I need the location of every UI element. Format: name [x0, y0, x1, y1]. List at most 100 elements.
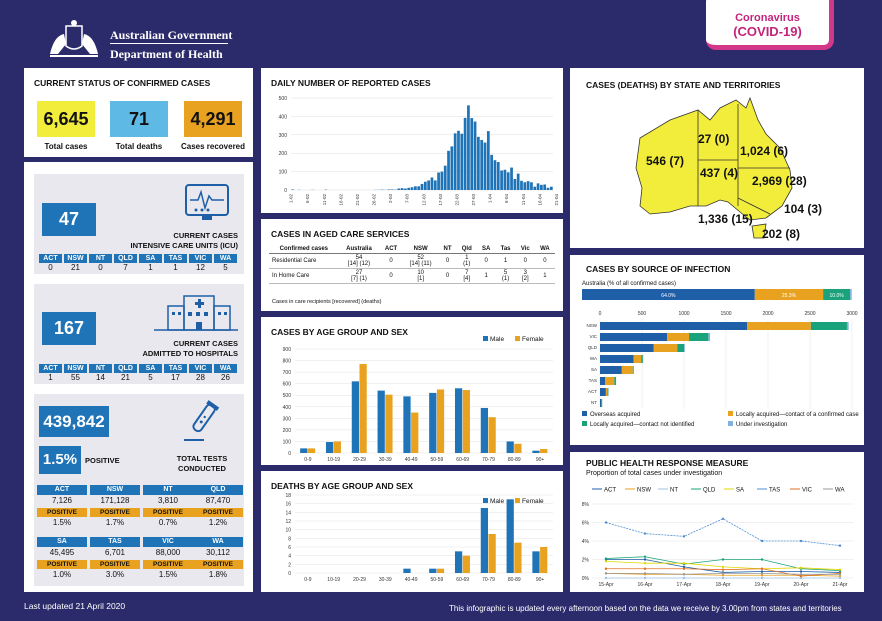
y-tick-label: ACT — [588, 389, 597, 394]
test-state-cell: QLD 87,470 POSITIVE 1.2% — [193, 485, 243, 528]
x-tick-label: 15-Apr — [598, 582, 613, 588]
x-tick-label: 50-59 — [431, 577, 444, 583]
y-tick-label: VIC — [589, 334, 597, 339]
daily-bar — [437, 172, 440, 190]
series-point — [604, 567, 608, 570]
aged-cell: 0 — [543, 258, 547, 264]
hospital-state: VIC — [189, 364, 212, 373]
positive-tag: POSITIVE — [90, 508, 140, 517]
series-point — [799, 574, 803, 578]
status-title: CURRENT STATUS OF CONFIRMED CASES — [34, 78, 211, 88]
total-deaths-value: 71 — [128, 109, 150, 129]
test-state-count: 88,000 — [155, 548, 181, 557]
series-point — [799, 539, 803, 543]
legend-label: SA — [736, 488, 744, 494]
daily-cases-panel: DAILY NUMBER OF REPORTED CASES 0 100 200 30… — [261, 68, 563, 213]
source-bar — [621, 366, 633, 374]
age-bar-female — [488, 534, 496, 573]
series-point — [721, 576, 725, 580]
daily-bar — [543, 184, 547, 190]
y-tick-label: 600 — [283, 382, 292, 388]
legend-item: Locally acquired—contact of a confirmed … — [728, 411, 859, 418]
legend-label: Overseas acquired — [590, 412, 641, 418]
aged-header: WA — [534, 245, 555, 254]
aged-cell: 1 (1) — [463, 255, 471, 267]
positive-tag: POSITIVE — [37, 508, 87, 517]
series-point — [760, 539, 764, 543]
x-tick-label: 1-04 — [488, 194, 493, 204]
x-tick-label: 0 — [599, 311, 602, 317]
daily-bar — [473, 121, 477, 190]
gov-line-1: Australian Government — [110, 28, 233, 42]
aged-header: Vic — [515, 245, 535, 254]
footer-note: This infographic is updated every aftern… — [449, 604, 842, 613]
map-label-sa: 437 (4) — [700, 166, 739, 180]
age-bar-male — [532, 450, 540, 453]
icu-state-value: 12 — [196, 263, 205, 272]
legend-item: Locally acquired—contact not identified — [582, 421, 694, 428]
monitor-icon — [184, 182, 230, 224]
total-cases-value: 6,645 — [43, 109, 89, 129]
icu-state-value: 0 — [48, 263, 53, 272]
aged-header: Tas — [495, 245, 516, 254]
x-tick-label: 21-Apr — [832, 582, 847, 588]
series-point — [682, 573, 686, 576]
test-state-name: NT — [143, 485, 193, 495]
test-state-pct: 1.7% — [105, 518, 125, 527]
daily-cases-chart: 0 100 200 300 400 500 1-02 6-02 11-02 16-02 21-02 2… — [279, 96, 559, 206]
map-label-wa: 546 (7) — [646, 154, 685, 168]
daily-bar — [427, 180, 430, 190]
test-tube-icon — [182, 400, 222, 442]
aged-cell: 0 — [445, 273, 450, 279]
y-tick-label: 500 — [283, 393, 292, 399]
daily-bar — [433, 180, 437, 190]
positive-tag: POSITIVE — [193, 508, 243, 517]
age-bar-male — [403, 396, 411, 453]
x-tick-label: 1000 — [678, 311, 689, 317]
test-state-cell: ACT 7,126 POSITIVE 1.5% — [37, 485, 87, 528]
x-tick-label: 11-04 — [521, 194, 526, 206]
deaths-age-title: DEATHS BY AGE GROUP AND SEX — [271, 481, 414, 491]
y-tick-label: 700 — [283, 370, 292, 376]
age-bar-male — [377, 390, 385, 453]
australia-map — [635, 96, 793, 239]
source-bar — [684, 344, 685, 352]
icu-state: VIC — [189, 254, 212, 263]
tests-label-1: TOTAL TESTS — [176, 454, 228, 463]
test-state-count: 45,495 — [49, 548, 75, 557]
x-tick-label: 2500 — [804, 311, 815, 317]
series-point — [799, 576, 803, 580]
map-label-nt: 27 (0) — [698, 132, 730, 146]
y-tick-label: 900 — [283, 347, 292, 353]
y-tick-label: 18 — [285, 493, 291, 499]
test-state-name: QLD — [193, 485, 243, 495]
positive-pct-box: 1.5% — [39, 446, 81, 474]
test-state-count: 3,810 — [157, 496, 179, 505]
daily-bar — [440, 171, 444, 190]
daily-bar — [457, 130, 460, 190]
aged-header: Qld — [456, 245, 477, 254]
icu-label-2: INTENSIVE CARE UNITS (ICU) — [130, 241, 238, 250]
source-bar — [600, 388, 606, 396]
series-point — [838, 576, 842, 580]
daily-bar — [546, 187, 550, 190]
x-tick-label: 3000 — [846, 311, 857, 317]
daily-bar — [450, 146, 454, 190]
legend-label: VIC — [802, 488, 813, 494]
source-bar — [633, 355, 642, 363]
test-state-cell: WA 30,112 POSITIVE 1.8% — [193, 537, 243, 580]
aged-header: NSW — [402, 245, 439, 254]
x-tick-label: 18-Apr — [715, 582, 730, 588]
daily-bar — [526, 181, 530, 190]
legend-label: Locally acquired—contact of a confirmed … — [736, 412, 859, 418]
series-point — [721, 574, 725, 577]
aged-cell: 0 — [389, 273, 393, 279]
x-tick-label: 11-02 — [322, 194, 327, 206]
series-point — [721, 517, 725, 520]
x-tick-label: 0-9 — [304, 457, 311, 463]
recovered-label: Cases recovered — [180, 142, 246, 151]
x-tick-label: 60-69 — [456, 577, 469, 583]
x-tick-label: 26-02 — [372, 194, 377, 206]
test-state-name: TAS — [90, 537, 140, 547]
x-tick-label: 80-89 — [508, 457, 521, 463]
